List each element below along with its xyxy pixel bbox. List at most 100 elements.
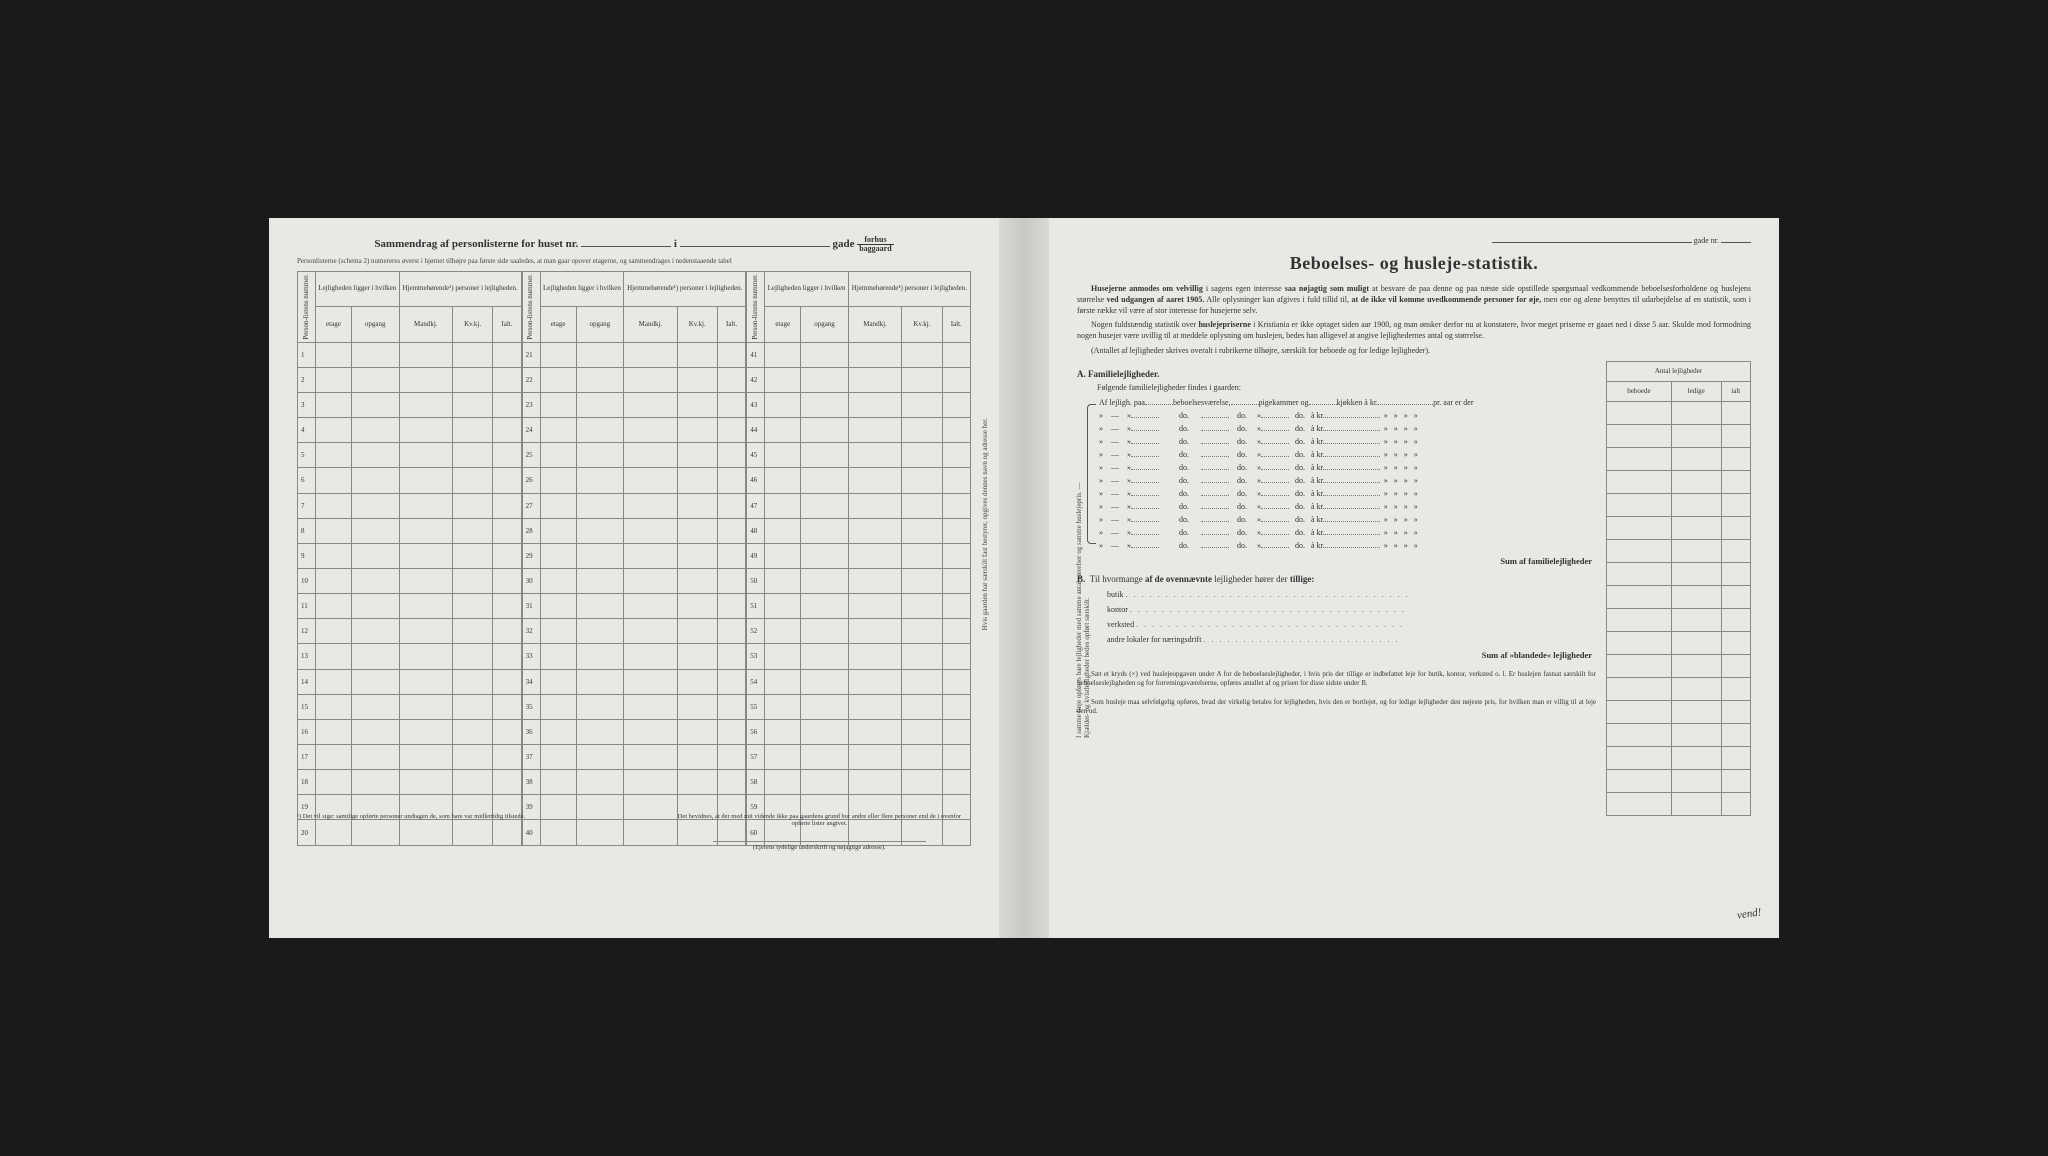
table-row: 10 [298, 568, 522, 593]
antal-row [1607, 792, 1751, 815]
table-row: 35 [522, 694, 746, 719]
table-row: 6 [298, 468, 522, 493]
table-row: 26 [522, 468, 746, 493]
blank-nr [581, 237, 671, 247]
table-row: 25 [522, 443, 746, 468]
table-row: 17 [298, 744, 522, 769]
antal-row [1607, 746, 1751, 769]
family-block: Af lejligh. paa beboelsesværelse, pigeka… [1099, 398, 1596, 550]
fam-row: » — » do. do. » do. à kr. » » » » [1099, 450, 1596, 459]
table-row: 54 [747, 669, 971, 694]
table-row: 3 [298, 393, 522, 418]
summary-table: Person-listens nummer. Lejligheden ligge… [297, 271, 522, 846]
fam-row: » — » do. do. » do. à kr. » » » » [1099, 424, 1596, 433]
fraction: forhus baggaard [857, 236, 893, 253]
brace-note: I samme linje opføres bare lejligheder m… [1075, 478, 1091, 738]
table-row: 51 [747, 594, 971, 619]
table-row: 21 [522, 342, 746, 367]
antal-row [1607, 677, 1751, 700]
table-row: 57 [747, 744, 971, 769]
antal-row [1607, 585, 1751, 608]
summary-tables: Person-listens nummer. Lejligheden ligge… [297, 271, 971, 803]
table-row: 50 [747, 568, 971, 593]
table-row: 22 [522, 367, 746, 392]
table-row: 44 [747, 418, 971, 443]
left-subline: Personlisterne (schema 2) numereres øver… [297, 257, 971, 265]
summary-table: Person-listens nummer. Lejligheden ligge… [746, 271, 971, 846]
table-row: 24 [522, 418, 746, 443]
summary-table: Person-listens nummer. Lejligheden ligge… [522, 271, 747, 846]
sum-a: Sum af familielejligheder [1077, 556, 1596, 566]
right-title: Beboelses- og husleje-statistik. [1077, 253, 1751, 274]
antal-head: Antal lejligheder [1607, 361, 1751, 381]
antal-row [1607, 539, 1751, 562]
antal-row [1607, 654, 1751, 677]
b-kontor: kontor . . . . . . . . . . . . . . . . .… [1077, 605, 1596, 614]
table-row: 33 [522, 644, 746, 669]
title-mid: i [674, 238, 677, 250]
fam-row: Af lejligh. paa beboelsesværelse, pigeka… [1099, 398, 1596, 407]
table-row: 55 [747, 694, 971, 719]
antal-row [1607, 769, 1751, 792]
table-row: 7 [298, 493, 522, 518]
table-row: 36 [522, 719, 746, 744]
sum-b: Sum af »blandede« lejligheder [1077, 650, 1596, 660]
table-row: 12 [298, 619, 522, 644]
b-andre: andre lokaler for næringsdrift . . . . .… [1077, 635, 1596, 644]
table-row: 30 [522, 568, 746, 593]
fam-row: » — » do. do. » do. à kr. » » » » [1099, 411, 1596, 420]
antal-row [1607, 424, 1751, 447]
vend-note: vend! [1736, 906, 1762, 921]
table-row: 42 [747, 367, 971, 392]
fam-row: » — » do. do. » do. à kr. » » » » [1099, 463, 1596, 472]
table-row: 48 [747, 518, 971, 543]
table-row: 31 [522, 594, 746, 619]
table-row: 37 [522, 744, 746, 769]
col-beboede: beboede [1607, 381, 1672, 401]
side-column: Antal lejligheder beboede ledige ialt [1606, 361, 1751, 816]
table-row: 11 [298, 594, 522, 619]
fam-row: » — » do. do. » do. à kr. » » » » [1099, 502, 1596, 511]
frac-bot: baggaard [857, 245, 893, 253]
table-row: 8 [298, 518, 522, 543]
para-1: Husejerne anmodes om velvillig i sagens … [1077, 284, 1751, 316]
main-column: A. Familielejligheder. Følgende familiel… [1077, 361, 1596, 816]
table-row: 9 [298, 543, 522, 568]
table-row: 4 [298, 418, 522, 443]
signature-line: (Ejerens tydelige underskrift og nøjagti… [713, 841, 925, 851]
table-row: 29 [522, 543, 746, 568]
antal-row [1607, 470, 1751, 493]
document-spread: Sammendrag af personlisterne for huset n… [239, 158, 1809, 998]
footnote-1: ¹) Det vil sige: samtlige opførte person… [297, 813, 600, 851]
antal-row [1607, 562, 1751, 585]
left-title: Sammendrag af personlisterne for huset n… [297, 236, 971, 253]
table-row: 2 [298, 367, 522, 392]
table-row: 47 [747, 493, 971, 518]
table-row: 53 [747, 644, 971, 669]
antal-row [1607, 700, 1751, 723]
fam-row: » — » do. do. » do. à kr. » » » » [1099, 489, 1596, 498]
fam-row: » — » do. do. » do. à kr. » » » » [1099, 476, 1596, 485]
fam-row: » — » do. do. » do. à kr. » » » » [1099, 528, 1596, 537]
antal-row [1607, 608, 1751, 631]
table-row: 14 [298, 669, 522, 694]
fam-row: » — » do. do. » do. à kr. » » » » [1099, 515, 1596, 524]
page-gutter [999, 218, 1049, 938]
para-3: (Antallet af lejligheder skrives overalt… [1077, 346, 1751, 357]
gade-blank [1492, 242, 1692, 243]
table-row: 13 [298, 644, 522, 669]
table-row: 43 [747, 393, 971, 418]
table-row: 16 [298, 719, 522, 744]
footnote-right: Det bevidnes, at der med mit vidende ikk… [668, 813, 971, 851]
col-ledige: ledige [1671, 381, 1721, 401]
table-row: 34 [522, 669, 746, 694]
attest-text: Det bevidnes, at der med mit vidende ikk… [668, 813, 971, 827]
table-row: 38 [522, 770, 746, 795]
blank-gade [680, 237, 830, 247]
antal-table: Antal lejligheder beboede ledige ialt [1606, 361, 1751, 816]
table-row: 15 [298, 694, 522, 719]
table-row: 49 [747, 543, 971, 568]
table-row: 32 [522, 619, 746, 644]
left-page: Sammendrag af personlisterne for huset n… [269, 218, 999, 938]
antal-row [1607, 723, 1751, 746]
